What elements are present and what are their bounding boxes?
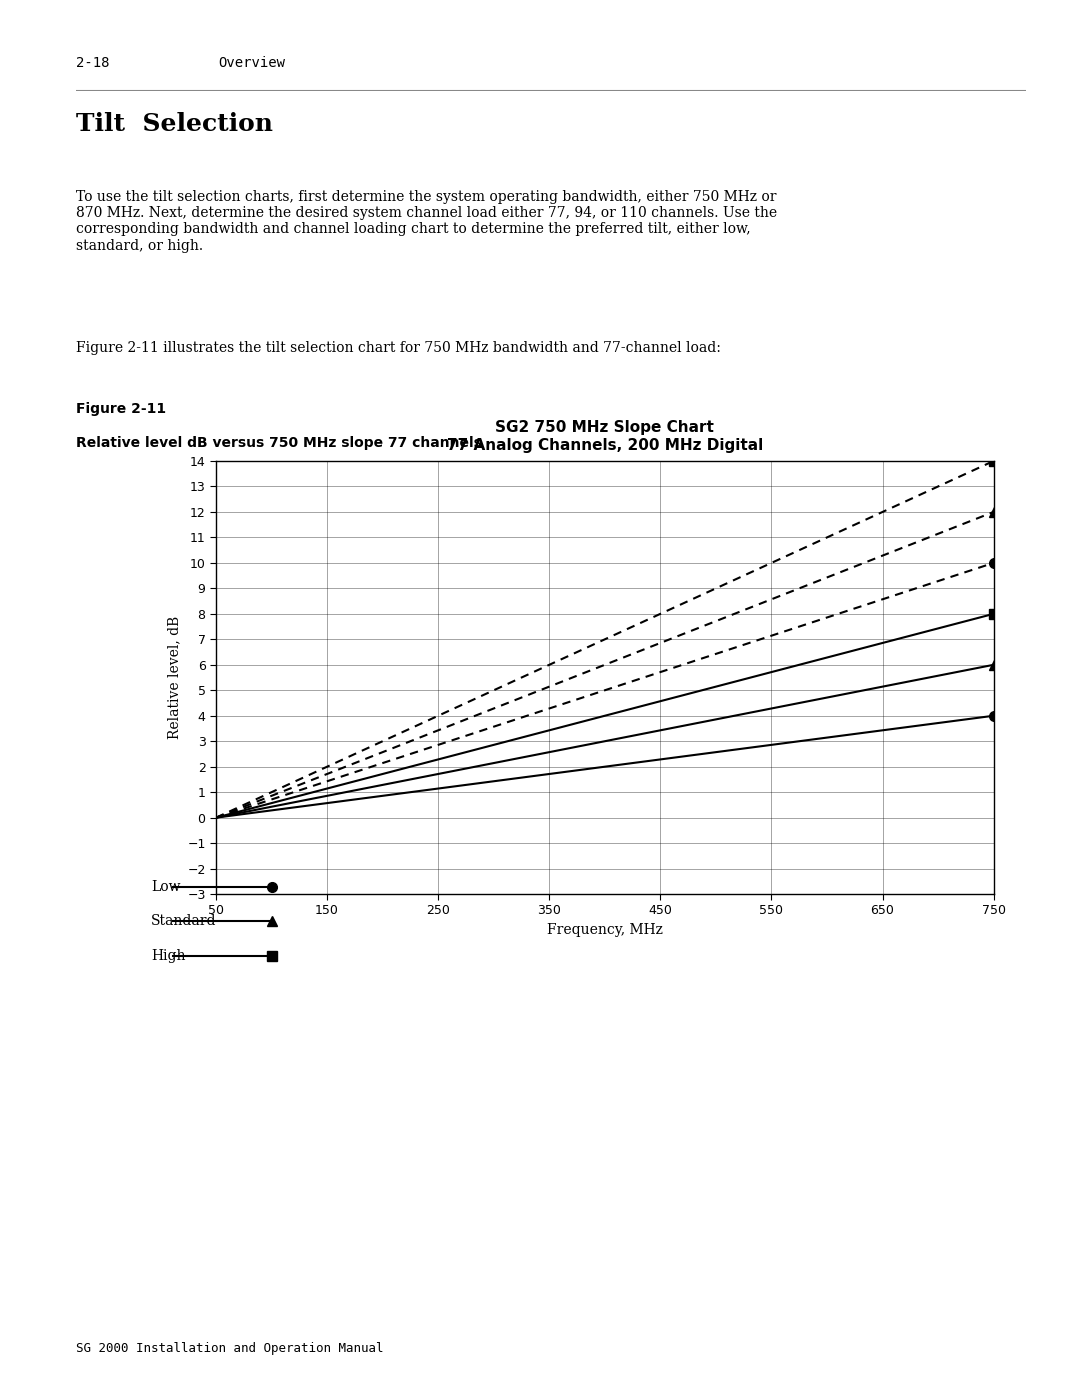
Y-axis label: Relative level, dB: Relative level, dB [167, 616, 181, 739]
Text: Low: Low [151, 880, 180, 894]
Text: Relative level dB versus 750 MHz slope 77 channels: Relative level dB versus 750 MHz slope 7… [76, 436, 482, 450]
Text: High: High [151, 949, 186, 963]
Title: SG2 750 MHz Slope Chart
77 Analog Channels, 200 MHz Digital: SG2 750 MHz Slope Chart 77 Analog Channe… [447, 420, 762, 453]
Text: Figure 2-11: Figure 2-11 [76, 402, 165, 416]
X-axis label: Frequency, MHz: Frequency, MHz [546, 923, 663, 937]
Text: Figure 2-11 illustrates the tilt selection chart for 750 MHz bandwidth and 77-ch: Figure 2-11 illustrates the tilt selecti… [76, 341, 720, 355]
Text: Overview: Overview [218, 56, 285, 70]
Text: Tilt  Selection: Tilt Selection [76, 112, 272, 136]
Text: SG 2000 Installation and Operation Manual: SG 2000 Installation and Operation Manua… [76, 1341, 383, 1355]
Text: To use the tilt selection charts, first determine the system operating bandwidth: To use the tilt selection charts, first … [76, 190, 777, 253]
Text: 2-18: 2-18 [76, 56, 109, 70]
Text: Standard: Standard [151, 914, 217, 929]
